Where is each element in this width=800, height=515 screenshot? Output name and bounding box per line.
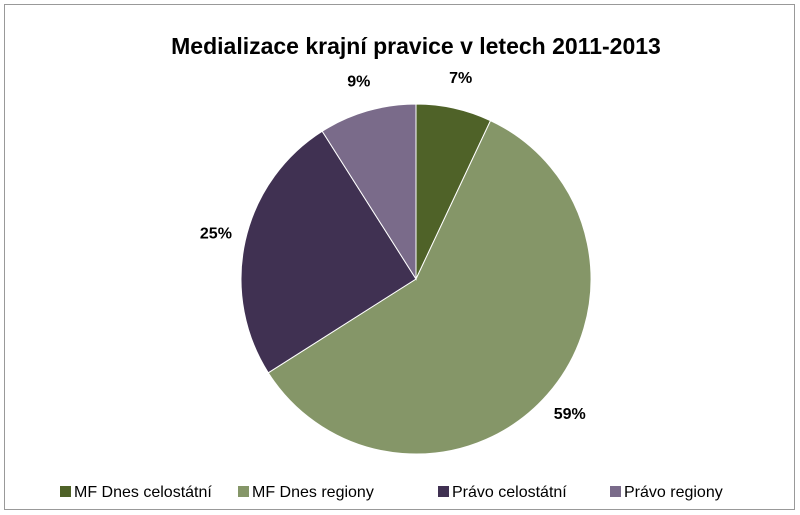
pie-slice [240, 130, 417, 374]
pie-slice [267, 119, 592, 455]
legend-label: Právo celostátní [452, 484, 567, 501]
chart-title: Medializace krajní pravice v letech 2011… [171, 33, 661, 59]
data-label: 59% [554, 406, 586, 423]
data-label: 7% [449, 70, 472, 87]
legend-swatch [238, 486, 249, 497]
data-label: 25% [200, 225, 232, 242]
legend-label: Právo regiony [624, 484, 723, 501]
legend-label: MF Dnes celostátní [74, 484, 212, 501]
legend-swatch [610, 486, 621, 497]
legend-swatch [438, 486, 449, 497]
data-label: 9% [347, 73, 370, 90]
pie-slice [321, 103, 417, 281]
legend-swatch [60, 486, 71, 497]
legend-label: MF Dnes regiony [252, 484, 374, 501]
